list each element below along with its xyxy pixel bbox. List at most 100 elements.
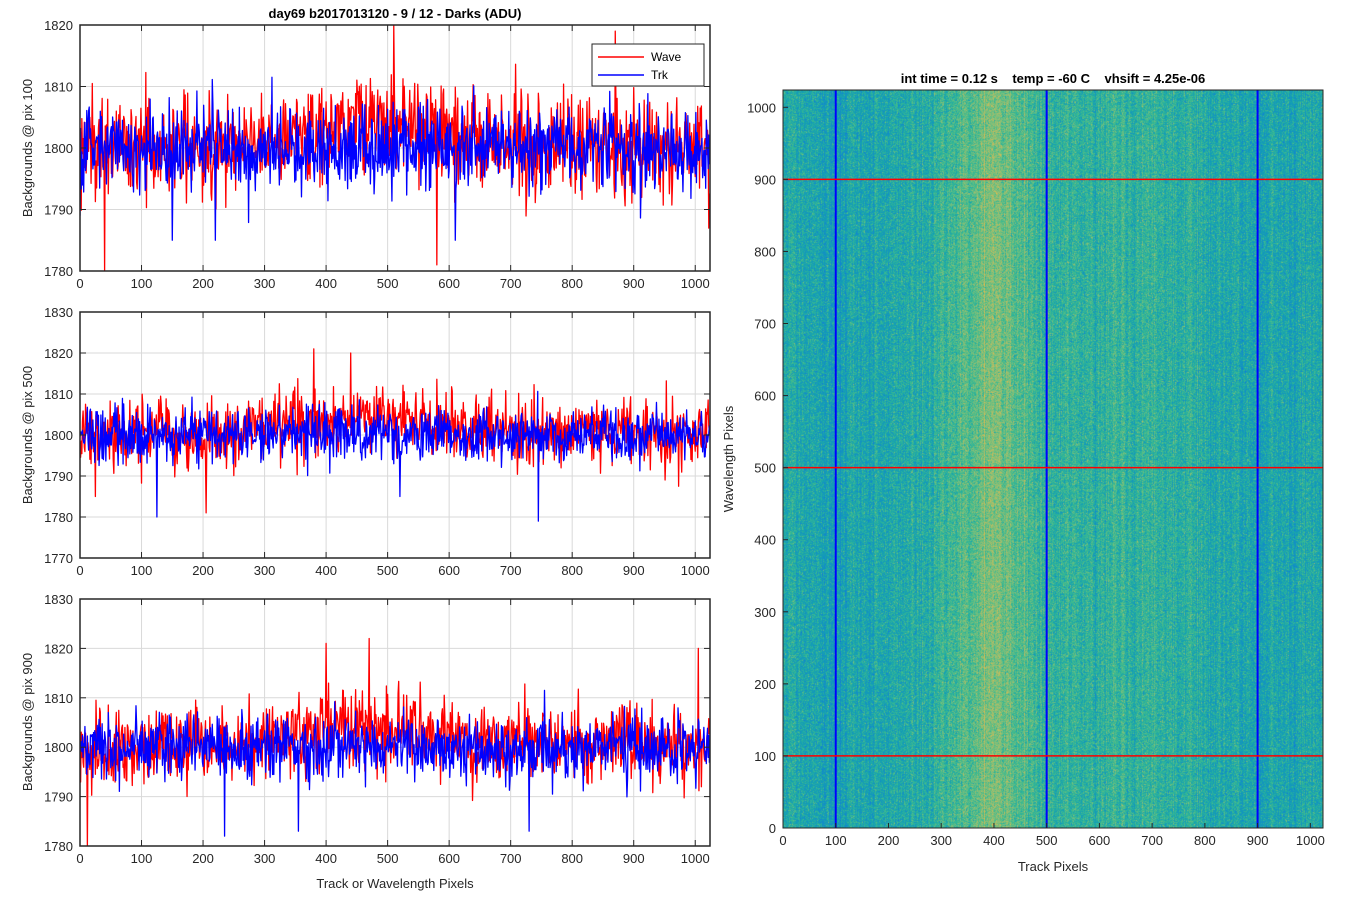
y-tick-label: 800 bbox=[754, 244, 776, 259]
x-tick-label: 100 bbox=[131, 851, 153, 866]
y-tick-label: 1790 bbox=[44, 469, 73, 484]
x-tick-label: 500 bbox=[377, 851, 399, 866]
y-axis-label: Backgrounds @ pix 900 bbox=[20, 653, 35, 791]
legend: Wave Trk bbox=[591, 43, 705, 87]
y-tick-label: 1800 bbox=[44, 428, 73, 443]
x-tick-label: 600 bbox=[438, 851, 460, 866]
series-lines bbox=[80, 637, 710, 846]
x-tick-label: 700 bbox=[500, 276, 522, 291]
x-tick-label: 900 bbox=[1247, 833, 1269, 848]
series-trk-line bbox=[80, 390, 710, 522]
y-tick-label: 100 bbox=[754, 749, 776, 764]
axis-ticks: 0 100 200 300 400 500 600 700 800 900 1000 1780 1790… bbox=[44, 18, 710, 291]
y-tick-label: 500 bbox=[754, 461, 776, 476]
y-axis-label: Backgrounds @ pix 500 bbox=[20, 366, 35, 504]
y-tick-label: 1770 bbox=[44, 551, 73, 566]
x-tick-label: 400 bbox=[315, 851, 337, 866]
y-tick-label: 400 bbox=[754, 533, 776, 548]
x-tick-label: 400 bbox=[315, 563, 337, 578]
x-tick-label: 600 bbox=[1089, 833, 1111, 848]
axis-ticks: 0 100 200 300 400 500 600 700 800 900 1000 0 100 200 3… bbox=[747, 100, 1325, 848]
y-tick-label: 1830 bbox=[44, 305, 73, 320]
x-tick-label: 500 bbox=[377, 563, 399, 578]
x-tick-label: 100 bbox=[131, 563, 153, 578]
x-tick-label: 200 bbox=[192, 851, 214, 866]
heatmap-title: int time = 0.12 s temp = -60 C vhsift = … bbox=[901, 71, 1206, 86]
x-tick-label: 300 bbox=[254, 563, 276, 578]
series-lines bbox=[80, 25, 710, 271]
x-tick-label: 800 bbox=[561, 276, 583, 291]
x-tick-label: 0 bbox=[779, 833, 786, 848]
legend-box bbox=[591, 43, 705, 87]
y-tick-label: 1780 bbox=[44, 839, 73, 854]
axis-ticks: 0 100 200 300 400 500 600 700 800 900 1000 1770 1780… bbox=[44, 305, 710, 578]
x-tick-label: 500 bbox=[377, 276, 399, 291]
line-chart-pix-900: 0 100 200 300 400 500 600 700 800 900 1000 1780 1790… bbox=[20, 592, 711, 891]
series-wave-line bbox=[80, 25, 710, 271]
x-tick-label: 700 bbox=[500, 563, 522, 578]
y-tick-label: 1800 bbox=[44, 141, 73, 156]
y-tick-label: 1820 bbox=[44, 18, 73, 33]
chart-title: day69 b2017013120 - 9 / 12 - Darks (ADU) bbox=[269, 6, 522, 21]
x-tick-label: 1000 bbox=[681, 563, 710, 578]
x-axis-label: Track or Wavelength Pixels bbox=[316, 876, 474, 891]
x-tick-label: 200 bbox=[878, 833, 900, 848]
x-tick-label: 200 bbox=[192, 276, 214, 291]
x-axis-label: Track Pixels bbox=[1018, 859, 1089, 874]
x-tick-label: 300 bbox=[254, 851, 276, 866]
x-tick-label: 0 bbox=[76, 276, 83, 291]
y-tick-label: 300 bbox=[754, 605, 776, 620]
x-tick-label: 600 bbox=[438, 276, 460, 291]
y-tick-label: 1830 bbox=[44, 592, 73, 607]
y-tick-label: 1820 bbox=[44, 641, 73, 656]
y-tick-label: 1810 bbox=[44, 387, 73, 402]
heatmap-frame bbox=[782, 89, 1324, 829]
grid bbox=[79, 598, 710, 847]
series-trk-line bbox=[80, 76, 710, 241]
x-tick-label: 800 bbox=[1194, 833, 1216, 848]
series-lines bbox=[80, 348, 710, 522]
x-tick-label: 100 bbox=[825, 833, 847, 848]
x-tick-label: 600 bbox=[438, 563, 460, 578]
x-tick-label: 1000 bbox=[681, 851, 710, 866]
axis-ticks: 0 100 200 300 400 500 600 700 800 900 1000 1780 1790… bbox=[44, 592, 710, 866]
line-chart-pix-100: day69 b2017013120 - 9 / 12 - Darks (ADU)… bbox=[20, 6, 711, 291]
legend-trk-label: Trk bbox=[651, 68, 669, 82]
y-tick-label: 700 bbox=[754, 317, 776, 332]
y-axis-label: Backgrounds @ pix 100 bbox=[20, 79, 35, 217]
x-tick-label: 800 bbox=[561, 851, 583, 866]
x-tick-label: 900 bbox=[623, 851, 645, 866]
x-tick-label: 0 bbox=[76, 563, 83, 578]
x-tick-label: 1000 bbox=[681, 276, 710, 291]
x-tick-label: 100 bbox=[131, 276, 153, 291]
y-tick-label: 200 bbox=[754, 677, 776, 692]
x-tick-label: 500 bbox=[1036, 833, 1058, 848]
heatmap-chart: int time = 0.12 s temp = -60 C vhsift = … bbox=[721, 71, 1325, 874]
y-tick-label: 1790 bbox=[44, 203, 73, 218]
y-tick-label: 1780 bbox=[44, 510, 73, 525]
y-tick-label: 1790 bbox=[44, 790, 73, 805]
y-tick-label: 0 bbox=[769, 821, 776, 836]
y-axis-label: Wavelength Pixels bbox=[721, 405, 736, 512]
x-tick-label: 700 bbox=[1141, 833, 1163, 848]
x-tick-label: 400 bbox=[983, 833, 1005, 848]
y-tick-label: 1000 bbox=[747, 100, 776, 115]
y-tick-label: 1800 bbox=[44, 740, 73, 755]
heatmap-image bbox=[783, 90, 1323, 828]
x-tick-label: 700 bbox=[500, 851, 522, 866]
y-tick-label: 900 bbox=[754, 172, 776, 187]
x-tick-label: 800 bbox=[561, 563, 583, 578]
x-tick-label: 200 bbox=[192, 563, 214, 578]
y-tick-label: 1820 bbox=[44, 346, 73, 361]
x-tick-label: 300 bbox=[930, 833, 952, 848]
heatmap-overlay-lines bbox=[783, 90, 1323, 828]
x-tick-label: 400 bbox=[315, 276, 337, 291]
axes-frame bbox=[79, 598, 711, 847]
y-tick-label: 1810 bbox=[44, 80, 73, 95]
line-chart-pix-500: 0 100 200 300 400 500 600 700 800 900 1000 1770 1780… bbox=[20, 305, 711, 578]
y-tick-label: 600 bbox=[754, 389, 776, 404]
x-tick-label: 900 bbox=[623, 276, 645, 291]
x-tick-label: 1000 bbox=[1296, 833, 1325, 848]
x-tick-label: 900 bbox=[623, 563, 645, 578]
